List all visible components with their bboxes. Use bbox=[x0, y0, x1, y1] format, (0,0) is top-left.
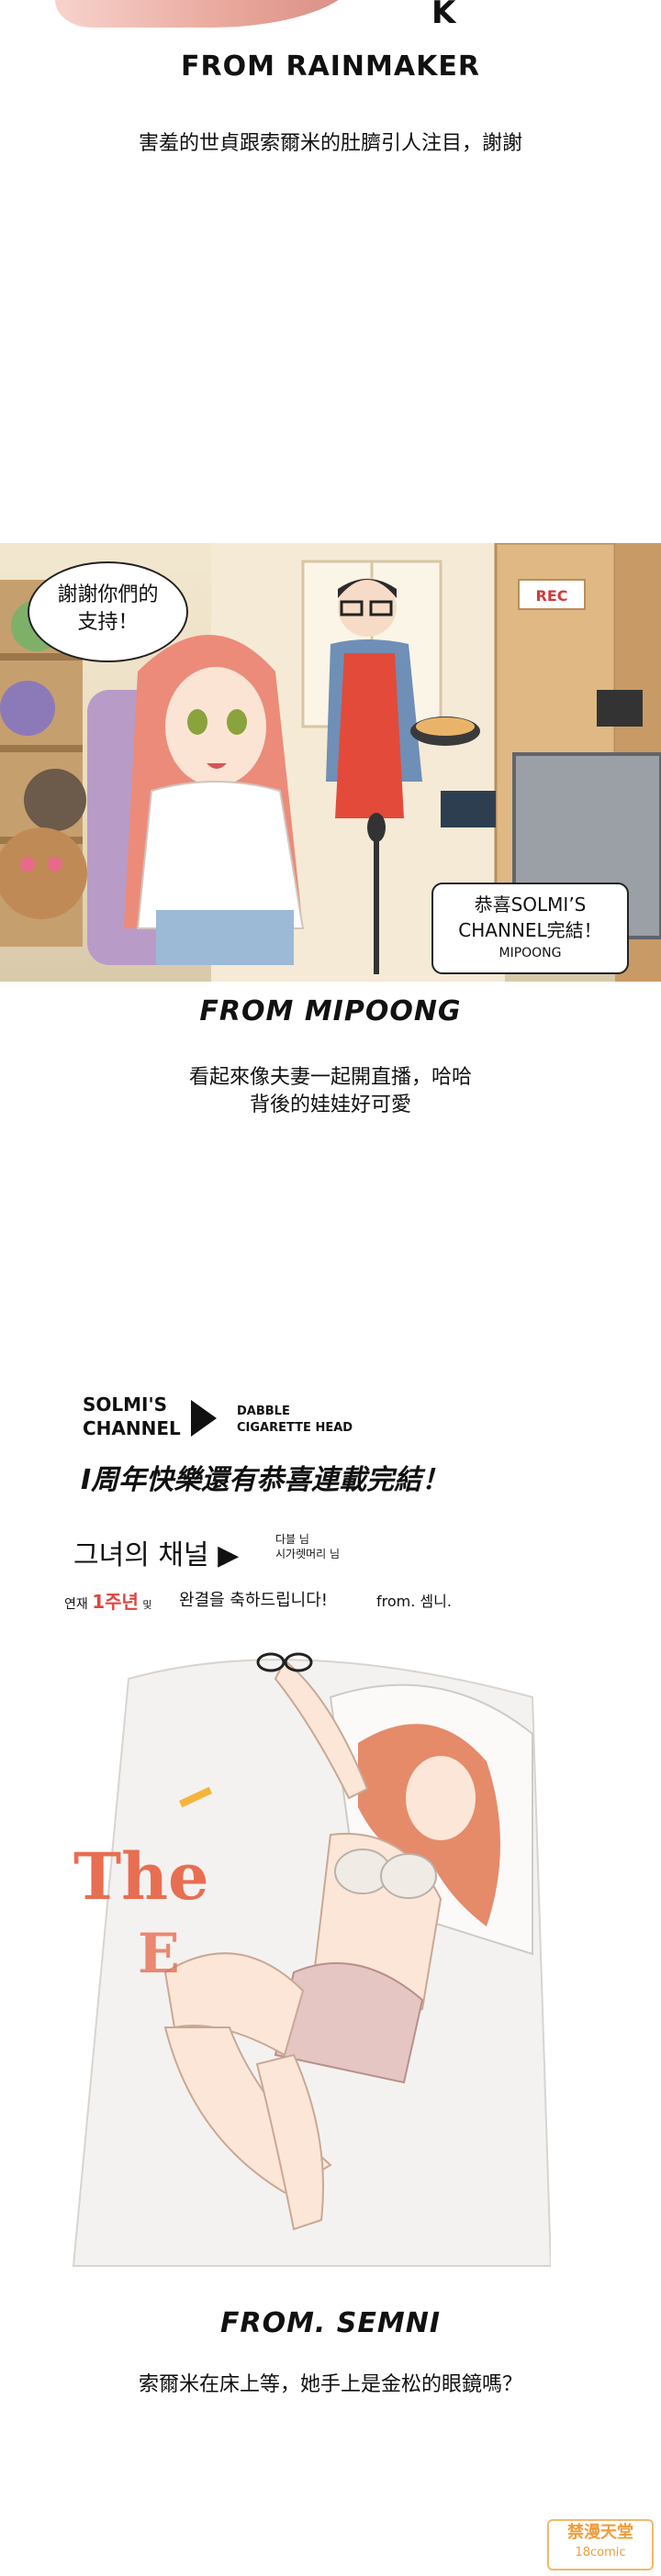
speech-bubble-thanks: 謝謝你們的 支持！ bbox=[28, 561, 188, 662]
caption-mipoong: 看起來像夫妻一起開直播，哈哈 背後的娃娃好可愛 bbox=[0, 1064, 661, 1119]
title-right-line-2: CIGARETTE HEAD bbox=[237, 1421, 353, 1435]
the-end-word-1: The bbox=[73, 1838, 209, 1915]
badge-word-1: 연재 bbox=[64, 1597, 88, 1612]
illustration-mipoong: REC 謝謝你們的 支持！ 恭喜SOLMI’S CHANNEL完結！ MIPOO… bbox=[0, 543, 661, 982]
title-left-line-1: SOLMI'S bbox=[83, 1393, 168, 1416]
fanart-drawing: The E bbox=[72, 1652, 551, 2267]
speech-bubble-congrats: 恭喜SOLMI’S CHANNEL完結！ MIPOONG bbox=[431, 883, 629, 974]
site-watermark-logo: 禁漫天堂 18comic bbox=[547, 2519, 654, 2570]
korean-author-2: 시가렛머리 님 bbox=[275, 1548, 341, 1560]
caption-mipoong-line-2: 背後的娃娃好可愛 bbox=[249, 1094, 411, 1116]
korean-author-1: 다블 님 bbox=[275, 1533, 309, 1546]
art-skin bbox=[55, 0, 358, 28]
credit-semni: FROM. SEMNI bbox=[219, 2307, 441, 2339]
bubble-congrats-line-2: CHANNEL完結！ bbox=[458, 919, 602, 941]
korean-congrats: 완결을 축하드립니다! bbox=[179, 1591, 328, 1610]
bubble-congrats-line-1: 恭喜SOLMI’S bbox=[474, 894, 587, 916]
credit-rainmaker: FROM RAINMAKER bbox=[181, 50, 480, 83]
korean-badge: 연재 1주년 및 bbox=[64, 1587, 152, 1614]
title-right-line-1: DABBLE bbox=[237, 1405, 290, 1418]
illustration-art: REC bbox=[0, 543, 661, 982]
credit-mipoong: FROM MIPOONG bbox=[199, 995, 462, 1027]
korean-authors: 다블 님 시가렛머리 님 bbox=[275, 1532, 340, 1561]
caption-semni: 索爾米在床上等，她手上是金松的眼鏡嗎？ bbox=[138, 2373, 522, 2396]
bubble-signature: MIPOONG bbox=[499, 946, 562, 960]
bubble-thanks-line-1: 謝謝你們的 bbox=[57, 583, 159, 606]
play-arrow-icon bbox=[191, 1400, 217, 1437]
title-solmis-channel: SOLMI'S CHANNEL bbox=[83, 1393, 181, 1440]
bubble-thanks-line-2: 支持！ bbox=[77, 611, 139, 634]
illustration-semni: SOLMI'S CHANNEL DABBLE CIGARETTE HEAD I周… bbox=[0, 1367, 661, 2312]
the-end-word-2: E bbox=[138, 1922, 180, 1986]
art-partial-text: K bbox=[431, 0, 456, 31]
title-authors: DABBLE CIGARETTE HEAD bbox=[237, 1404, 353, 1437]
caption-rainmaker: 害羞的世貞跟索爾米的肚臍引人注目，謝謝 bbox=[138, 132, 522, 155]
korean-title: 그녀의 채널 ▶ bbox=[73, 1539, 240, 1571]
caption-mipoong-line-1: 看起來像夫妻一起開直播，哈哈 bbox=[188, 1066, 472, 1089]
from-note: from. 셈니. bbox=[376, 1593, 452, 1610]
top-art-fragment: K bbox=[0, 0, 661, 37]
watermark-line-1: 禁漫天堂 bbox=[567, 2523, 633, 2542]
badge-word-2: 1주년 bbox=[92, 1591, 139, 1613]
rec-sign-text: REC bbox=[536, 587, 568, 605]
fanart-card: 그녀의 채널 ▶ 다블 님 시가렛머리 님 연재 1주년 및 완결을 축하드립니… bbox=[55, 1523, 551, 2293]
title-left-line-2: CHANNEL bbox=[83, 1417, 181, 1439]
headline-anniversary: I周年快樂還有恭喜連載完結！ bbox=[81, 1464, 450, 1496]
watermark-line-2: 18comic bbox=[575, 2546, 626, 2559]
badge-word-3: 및 bbox=[142, 1599, 152, 1611]
